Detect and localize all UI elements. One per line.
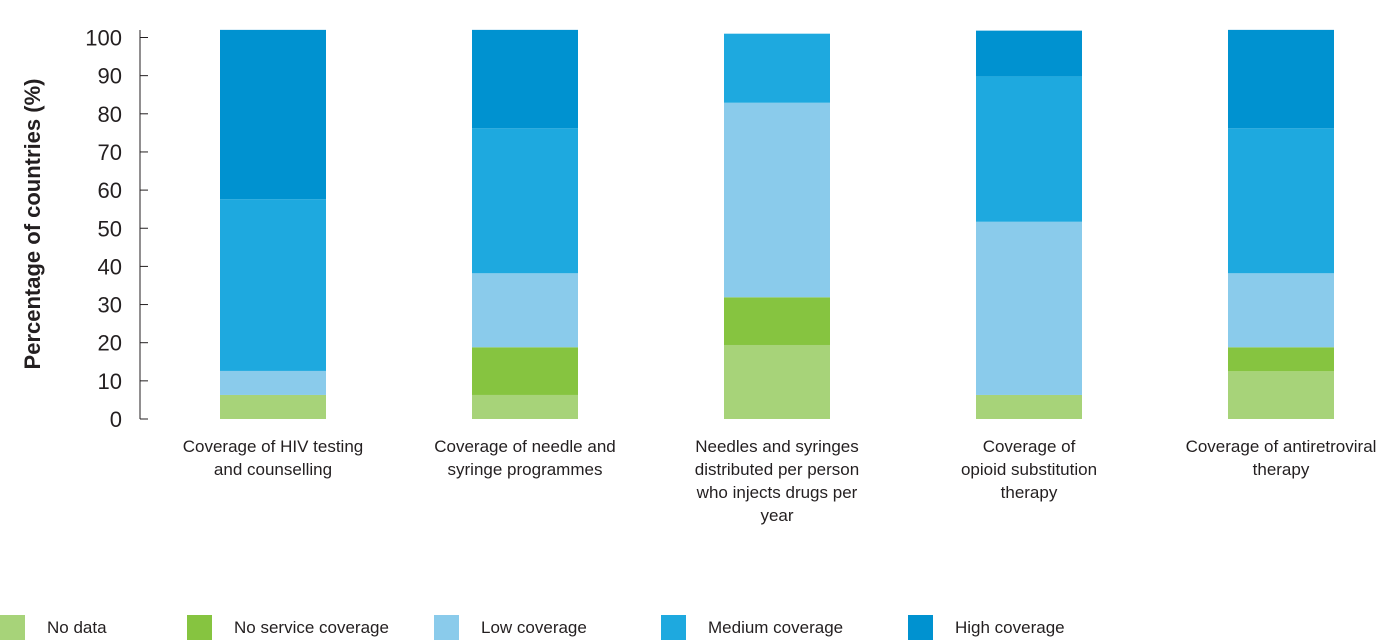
bar-segment-low-coverage	[1228, 273, 1334, 348]
y-axis-ticks: 0 10 20 30 40 50 60 70 80 90 100	[85, 26, 148, 432]
bar-segment-no-data	[976, 394, 1082, 419]
legend-swatch	[661, 615, 686, 640]
bar-segment-high-coverage	[1228, 29, 1334, 129]
y-tick-label: 70	[98, 140, 122, 165]
bar-segment-low-coverage	[724, 102, 830, 298]
legend-swatch	[187, 615, 212, 640]
y-tick-label: 100	[85, 26, 122, 51]
bar-segment-no-data	[724, 344, 830, 419]
bar-segment-medium-coverage	[724, 33, 830, 103]
bar-segment-low-coverage	[976, 221, 1082, 395]
legend-label: No data	[47, 617, 107, 637]
bar-segment-low-coverage	[220, 370, 326, 395]
legend-item: Medium coverage	[661, 613, 843, 642]
legend-label: Medium coverage	[708, 617, 844, 637]
bar-segment-no-data	[1228, 371, 1334, 419]
y-tick-label: 90	[98, 64, 122, 89]
category-label: therapy	[1253, 460, 1310, 479]
bar-segment-no-service-coverage	[1228, 347, 1334, 372]
legend: No data No service coverage Low coverage Me…	[0, 613, 1400, 642]
category-label: therapy	[1001, 483, 1058, 502]
category-label: Coverage of	[983, 437, 1076, 456]
bar-segment-medium-coverage	[1228, 128, 1334, 274]
y-tick-label: 80	[98, 102, 122, 127]
category-label: Coverage of needle and	[434, 437, 615, 456]
bar-segment-high-coverage	[220, 29, 326, 200]
bar-segment-high-coverage	[976, 30, 1082, 77]
bar-segment-medium-coverage	[220, 199, 326, 371]
legend-swatch	[0, 615, 25, 640]
bar-segment-no-data	[220, 394, 326, 419]
category-label: and counselling	[214, 460, 332, 479]
bar-segment-low-coverage	[472, 273, 578, 348]
y-tick-label: 40	[98, 254, 122, 279]
legend-label: High coverage	[955, 617, 1065, 637]
category-label: syringe programmes	[448, 460, 603, 479]
legend-item: No data	[0, 613, 107, 642]
bars	[220, 29, 1334, 419]
y-tick-label: 60	[98, 178, 122, 203]
bar-segment-no-service-coverage	[724, 297, 830, 345]
legend-swatch	[908, 615, 933, 640]
category-label: Coverage of antiretroviral	[1186, 437, 1377, 456]
y-tick-label: 10	[98, 369, 122, 394]
category-label: opioid substitution	[961, 460, 1097, 479]
y-tick-label: 50	[98, 216, 122, 241]
legend-item: No service coverage	[187, 613, 389, 642]
y-tick-label: 30	[98, 293, 122, 318]
category-label: Needles and syringes	[695, 437, 858, 456]
legend-label: Low coverage	[481, 617, 587, 637]
category-label: who injects drugs per	[696, 483, 858, 502]
bar-segment-medium-coverage	[976, 76, 1082, 222]
y-axis-label: Percentage of countries (%)	[20, 79, 45, 370]
y-tick-label: 20	[98, 331, 122, 356]
category-label: distributed per person	[695, 460, 859, 479]
bar-segment-no-service-coverage	[472, 347, 578, 395]
bar-segment-no-data	[472, 394, 578, 419]
category-label: year	[760, 506, 793, 525]
legend-item: High coverage	[908, 613, 1065, 642]
legend-swatch	[434, 615, 459, 640]
legend-label: No service coverage	[234, 617, 389, 637]
legend-item: Low coverage	[434, 613, 587, 642]
category-label: Coverage of HIV testing	[183, 437, 363, 456]
category-labels: Coverage of HIV testing and counselling Co…	[183, 437, 1377, 525]
bar-segment-high-coverage	[472, 29, 578, 129]
bar-segment-medium-coverage	[472, 128, 578, 274]
y-tick-label: 0	[110, 407, 122, 432]
